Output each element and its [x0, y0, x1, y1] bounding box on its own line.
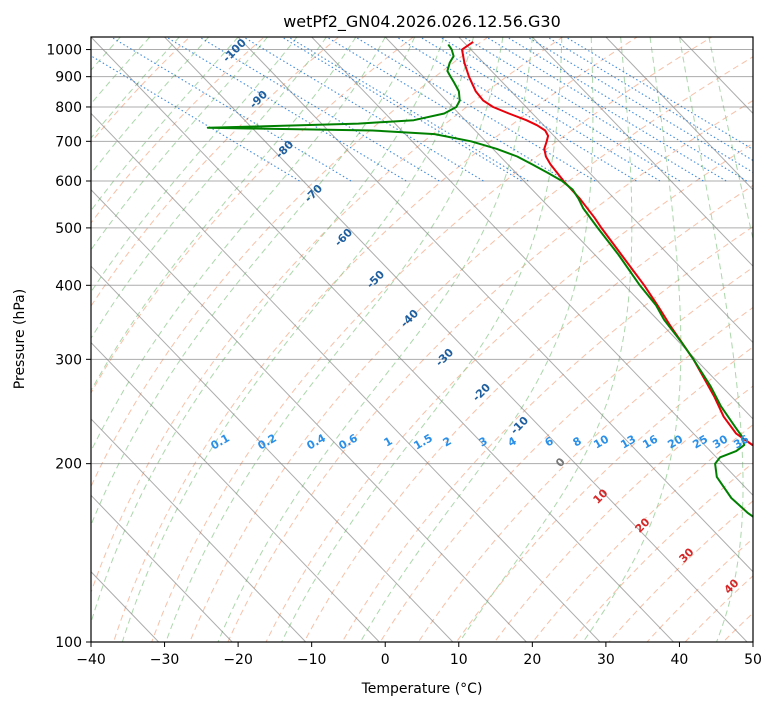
x-tick-label: −10: [297, 652, 327, 668]
chart-title: wetPf2_GN04.2026.026.12.56.G30: [283, 12, 561, 32]
x-tick-label: −20: [223, 652, 253, 668]
y-tick-label: 800: [55, 100, 82, 116]
x-axis-label: Temperature (°C): [361, 681, 483, 697]
x-tick-label: −40: [76, 652, 106, 668]
y-tick-label: 300: [55, 352, 82, 368]
y-axis-label: Pressure (hPa): [12, 289, 28, 389]
x-tick-label: 10: [450, 652, 468, 668]
x-tick-label: 50: [744, 652, 762, 668]
y-tick-label: 100: [55, 635, 82, 651]
y-tick-label: 400: [55, 278, 82, 294]
x-tick-label: 40: [671, 652, 689, 668]
x-tick-label: 20: [523, 652, 541, 668]
y-tick-label: 1000: [46, 43, 82, 59]
x-tick-label: −30: [150, 652, 180, 668]
x-tick-label: 30: [597, 652, 615, 668]
y-tick-label: 900: [55, 70, 82, 86]
y-tick-label: 200: [55, 457, 82, 473]
y-tick-label: 500: [55, 221, 82, 237]
y-tick-label: 700: [55, 134, 82, 150]
y-tick-label: 600: [55, 174, 82, 190]
x-tick-label: 0: [381, 652, 390, 668]
